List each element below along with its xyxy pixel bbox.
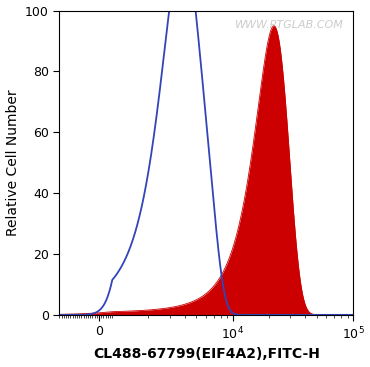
- X-axis label: CL488-67799(EIF4A2),FITC-H: CL488-67799(EIF4A2),FITC-H: [93, 348, 320, 361]
- Y-axis label: Relative Cell Number: Relative Cell Number: [6, 90, 20, 236]
- Text: WWW.PTGLAB.COM: WWW.PTGLAB.COM: [235, 20, 344, 30]
